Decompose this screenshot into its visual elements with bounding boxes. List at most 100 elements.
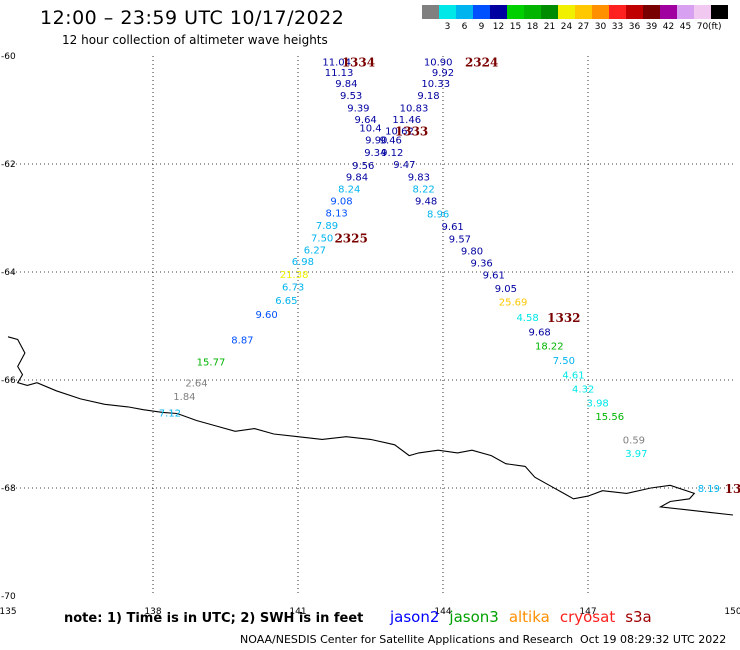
color-scale-label: 39	[645, 22, 658, 32]
wave-height-label: 9.46	[380, 136, 402, 147]
wave-height-label: 9.34	[364, 148, 386, 159]
wave-height-label: 9.05	[495, 284, 517, 295]
credit-line: NOAA/NESDIS Center for Satellite Applica…	[240, 633, 574, 646]
wave-height-label: 9.56	[352, 161, 374, 172]
color-swatch	[456, 5, 473, 19]
color-scale-label: 30	[594, 22, 607, 32]
color-swatch	[609, 5, 626, 19]
wave-height-label: 4.61	[562, 371, 584, 382]
longitude-tick-label: 147	[579, 607, 596, 617]
color-scale-label: 27	[577, 22, 590, 32]
wave-height-label: 9.90	[365, 136, 387, 147]
color-scale-label: 9	[478, 22, 485, 32]
color-swatch	[575, 5, 592, 19]
wave-height-label: 10.62	[385, 127, 414, 138]
wave-height-label: 9.60	[255, 310, 277, 321]
wave-height-label: 0.59	[623, 435, 645, 446]
wave-height-label: 9.80	[461, 246, 483, 257]
wave-height-label: 9.47	[393, 160, 415, 171]
color-scale: 3 6 9 12 15 18 21 24 27 30 33 36 39 42 45 70 (ft)	[422, 5, 728, 32]
axis-ticks: 135 138 141 144 147 150 -60 -62 -64 -66 -68 -70	[0, 52, 740, 617]
color-swatch	[524, 5, 541, 19]
wave-height-label: 6.27	[304, 245, 326, 256]
wave-height-label: 9.36	[471, 258, 493, 269]
wave-height-label: 1.84	[173, 392, 195, 403]
wave-height-label: 9.57	[449, 235, 471, 246]
mission-altika: altika	[508, 608, 550, 626]
wave-height-label: 6.73	[282, 283, 304, 294]
wave-height-label: 9.61	[442, 222, 464, 233]
color-swatch	[473, 5, 490, 19]
wave-height-label: 4.58	[516, 313, 538, 324]
coastline-path	[7, 336, 734, 516]
wave-height-label: 11.13	[325, 68, 354, 79]
graticule	[8, 56, 733, 596]
time-label: 2325	[334, 231, 367, 245]
color-scale-label: 18	[526, 22, 539, 32]
generation-timestamp: Oct 19 08:29:32 UTC 2022	[580, 633, 727, 646]
color-scale-label: 6	[461, 22, 468, 32]
time-label: 1333	[395, 125, 428, 139]
mission-legend: jason2 jason3 altika cryosat s3a	[390, 608, 652, 626]
wave-height-label: 9.18	[417, 91, 439, 102]
mission-jason2: jason2	[390, 608, 440, 626]
latitude-tick-label: -68	[1, 484, 16, 494]
time-labels: 1334 2324 1333 2325 1332 13	[334, 55, 740, 496]
wave-height-label: 15.56	[595, 412, 624, 423]
color-swatch	[541, 5, 558, 19]
wave-height-label: 7.89	[316, 221, 338, 232]
color-scale-label: 36	[628, 22, 641, 32]
mission-jason3: jason3	[449, 608, 499, 626]
wave-height-label: 9.84	[346, 172, 368, 183]
color-scale-unit: (ft)	[708, 22, 722, 32]
color-swatch	[626, 5, 643, 19]
wave-height-label: 9.48	[415, 197, 437, 208]
wave-height-label: 9.68	[529, 327, 551, 338]
color-scale-swatches	[422, 5, 728, 19]
wave-height-label: 8.87	[231, 336, 253, 347]
mission-cryosat: cryosat	[559, 608, 616, 626]
color-swatch	[643, 5, 660, 19]
color-scale-label: 42	[662, 22, 675, 32]
wave-height-label: 11.04	[322, 57, 351, 68]
wave-height-label: 6.65	[275, 296, 297, 307]
wave-height-label: 25.69	[499, 298, 528, 309]
wave-height-label: 10.83	[400, 103, 429, 114]
color-scale-label: 3	[444, 22, 451, 32]
wave-height-label: 3.98	[587, 399, 609, 410]
wave-height-label: 6.98	[292, 257, 314, 268]
page-title: 12:00 – 23:59 UTC 10/17/2022	[40, 7, 345, 29]
color-scale-label: 70	[696, 22, 709, 32]
observation-labels: 11.0411.139.849.539.399.6410.49.909.349.…	[159, 57, 720, 495]
color-swatch	[660, 5, 677, 19]
latitude-tick-label: -60	[1, 52, 16, 62]
wave-height-label: 8.24	[338, 184, 360, 195]
latitude-tick-label: -64	[1, 268, 16, 278]
wave-height-label: 4.32	[572, 385, 594, 396]
wave-height-label: 8.19	[698, 484, 720, 495]
coastline	[7, 336, 734, 516]
wave-height-label: 18.22	[535, 341, 564, 352]
wave-height-label: 7.50	[311, 233, 333, 244]
color-scale-labels: 3 6 9 12 15 18 21 24 27 30 33 36 39 42 45 70 (ft)	[422, 22, 732, 34]
color-swatch	[439, 5, 456, 19]
latitude-tick-label: -66	[1, 376, 16, 386]
longitude-tick-label: 150	[724, 607, 740, 617]
wave-height-label: 21.38	[280, 270, 309, 281]
page-subtitle: 12 hour collection of altimeter wave hei…	[62, 33, 328, 47]
time-label: 2324	[465, 55, 498, 69]
color-scale-label: 33	[611, 22, 624, 32]
color-swatch	[422, 5, 439, 19]
mission-s3a: s3a	[625, 608, 652, 626]
color-scale-label: 15	[509, 22, 522, 32]
longitude-tick-label: 144	[434, 607, 451, 617]
color-scale-label: 12	[492, 22, 505, 32]
wave-height-label: 9.84	[335, 79, 357, 90]
wave-height-label: 9.61	[483, 271, 505, 282]
wave-height-label: 8.13	[326, 209, 348, 220]
wave-height-label: 8.96	[427, 210, 449, 221]
wave-height-label: 10.90	[424, 57, 453, 68]
wave-height-label: 9.53	[340, 91, 362, 102]
wave-height-label: 9.39	[347, 103, 369, 114]
